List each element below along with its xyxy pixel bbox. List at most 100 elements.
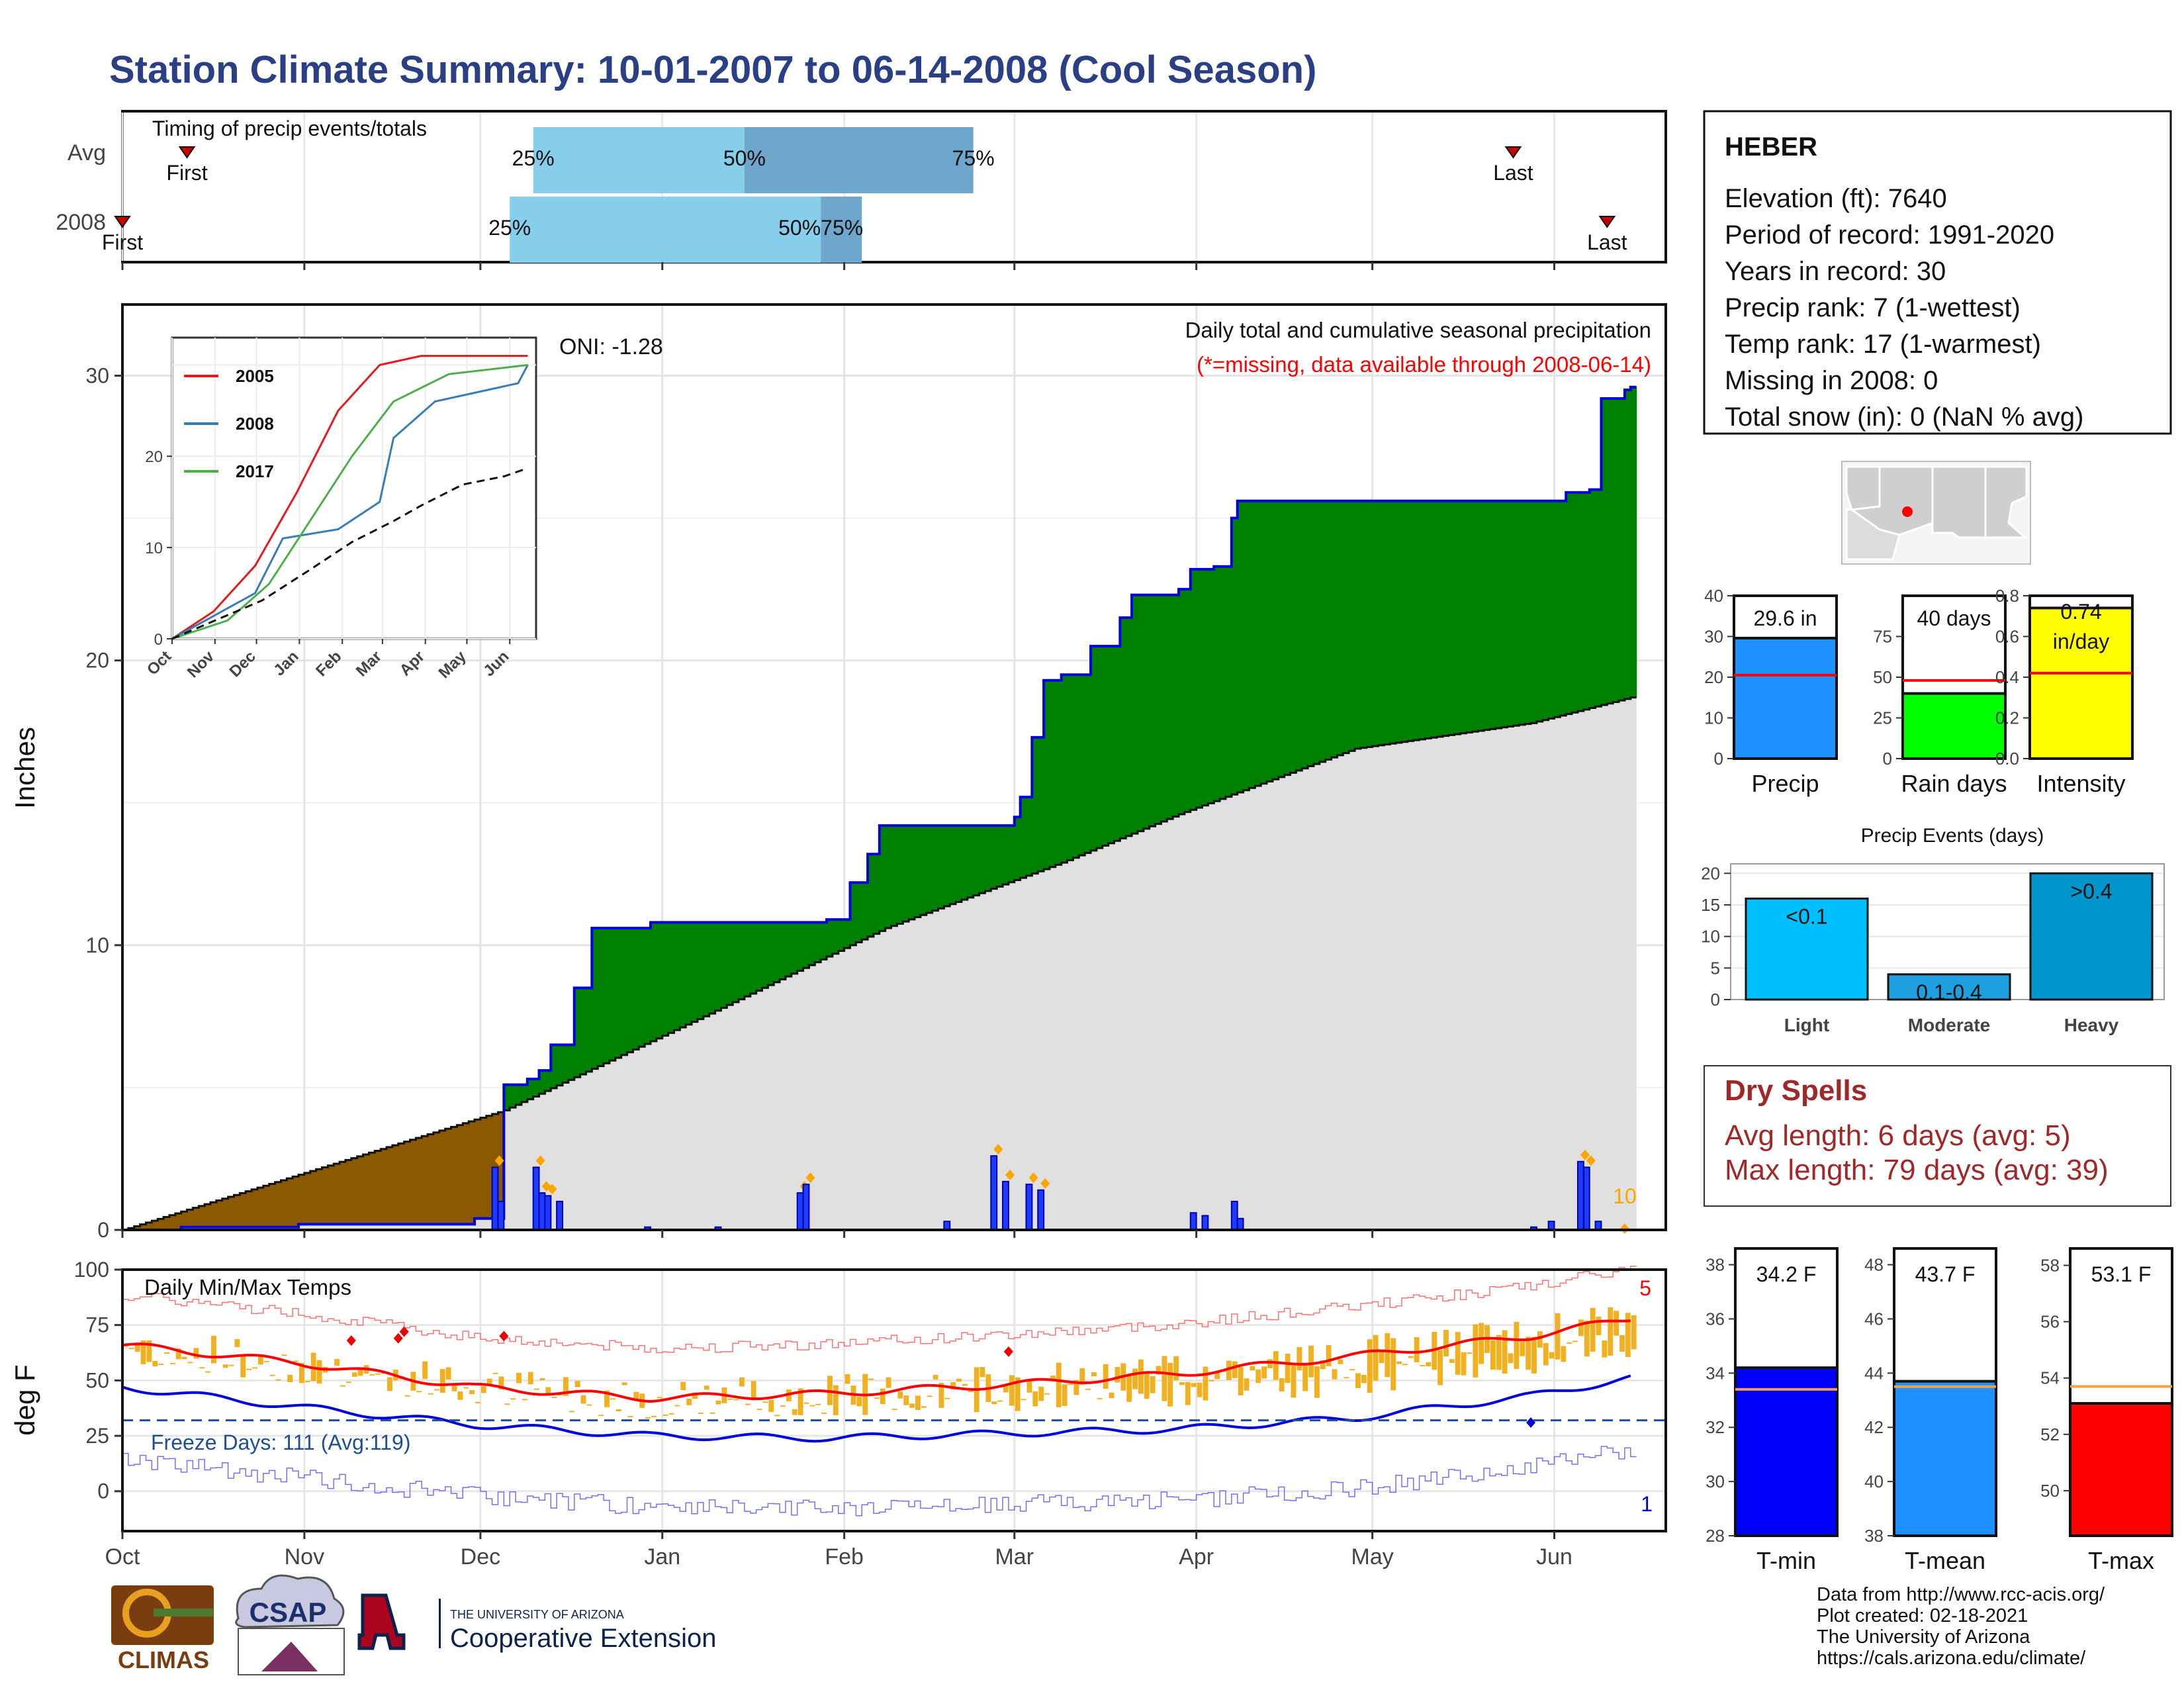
daily-temp-bar: [1250, 1366, 1255, 1371]
surplus-area: [903, 825, 909, 922]
ua-cooperative-extension-logo: THE UNIVERSITY OF ARIZONA Cooperative Ex…: [357, 1593, 716, 1653]
daily-temp-bar: [962, 1383, 968, 1386]
deficit-area: [175, 1213, 182, 1230]
stat-bar-label: Intensity: [2036, 770, 2125, 797]
deficit-area: [398, 1143, 405, 1225]
normal-max-line: [122, 1319, 1631, 1403]
surplus-area: [750, 922, 757, 994]
surplus-area: [1507, 500, 1514, 727]
events-y-tick-label: 5: [1711, 958, 1720, 978]
footer-line-4: https://cals.arizona.edu/climate/: [1817, 1648, 2086, 1669]
surplus-area: [516, 1084, 522, 1105]
daily-temp-bar: [938, 1382, 944, 1408]
surplus-area: [1061, 675, 1068, 863]
stat-y-tick-label: 0.4: [1995, 667, 2019, 687]
daily-temp-bar: [921, 1406, 927, 1408]
surplus-area: [639, 928, 645, 1047]
daily-temp-bar: [651, 1415, 657, 1417]
daily-temp-bar: [299, 1362, 304, 1383]
timing-first-marker: [114, 216, 131, 228]
surplus-area: [1225, 566, 1232, 797]
daily-temp-bar: [1531, 1336, 1537, 1374]
events-category-label: Moderate: [1908, 1015, 1990, 1035]
surplus-area: [967, 825, 974, 898]
record-high-marker: [346, 1335, 356, 1346]
daily-precip-bar: [1582, 1166, 1590, 1231]
surplus-area: [1184, 589, 1191, 812]
deficit-area: [498, 1112, 504, 1219]
daily-temp-bar: [809, 1405, 815, 1407]
daily-temp-bar: [1402, 1364, 1408, 1366]
surplus-area: [809, 922, 815, 965]
daily-temp-bar: [1567, 1342, 1572, 1344]
temp-stat-y-tick-label: 58: [2040, 1256, 2060, 1276]
stat-y-tick-label: 10: [1704, 708, 1723, 728]
surplus-area: [1319, 500, 1326, 762]
daily-temp-bar: [1455, 1332, 1461, 1375]
daily-temp-bar: [1461, 1352, 1467, 1376]
deficit-area: [216, 1200, 223, 1227]
surplus-area: [1120, 618, 1126, 839]
daily-temp-bar: [1414, 1336, 1420, 1363]
deficit-area: [469, 1121, 475, 1225]
surplus-area: [1366, 500, 1373, 747]
daily-temp-bar: [662, 1414, 668, 1416]
surplus-area: [768, 922, 774, 986]
daily-temp-bar: [1320, 1360, 1326, 1370]
temp-stat-label: T-min: [1756, 1547, 1816, 1574]
temp-stat-y-tick-label: 28: [1706, 1526, 1725, 1546]
daily-temp-bar: [522, 1399, 527, 1401]
daily-temp-bar: [756, 1409, 762, 1411]
inset-series-line: [171, 355, 528, 640]
daily-temp-bar: [475, 1401, 480, 1403]
surplus-area: [1003, 825, 1009, 885]
surplus-area: [1014, 817, 1021, 880]
average-cumulative-line: [122, 696, 1637, 1231]
dry-spells-avg: Avg length: 6 days (avg: 5): [1725, 1119, 2071, 1152]
daily-temp-bar: [404, 1395, 410, 1397]
daily-precip-bar: [1576, 1160, 1584, 1231]
surplus-area: [1583, 492, 1590, 710]
daily-temp-bar: [1150, 1376, 1156, 1393]
daily-rank-marker: [1580, 1149, 1590, 1160]
daily-temp-bar: [1349, 1369, 1355, 1371]
daily-precip-bar: [802, 1184, 810, 1231]
stat-bar-label: Precip: [1751, 770, 1819, 797]
inset-legend-label: 2005: [236, 366, 274, 386]
main-y-tick-label: 30: [85, 364, 109, 388]
daily-rank-marker: [1040, 1178, 1050, 1189]
daily-temp-bar: [950, 1382, 956, 1390]
inset-y-tick-label: 0: [154, 631, 163, 649]
temp-x-tick-label: Mar: [995, 1544, 1034, 1570]
deficit-area: [134, 1226, 141, 1230]
surplus-area: [727, 922, 733, 1006]
daily-temp-bar: [1167, 1362, 1173, 1407]
surplus-area: [756, 922, 763, 991]
temp-max-rank: 5: [1639, 1276, 1651, 1300]
daily-temp-bar: [1267, 1359, 1273, 1368]
daily-temp-bar: [287, 1374, 293, 1383]
surplus-area: [1044, 680, 1050, 869]
daily-temp-bar: [1437, 1350, 1443, 1385]
daily-temp-bar: [792, 1409, 797, 1415]
surplus-area: [1619, 398, 1625, 701]
daily-temp-bar: [304, 1381, 310, 1383]
events-y-tick-label: 10: [1701, 927, 1720, 947]
station-info-box: HEBER Elevation (ft): 7640 Period of reco…: [1703, 110, 2172, 435]
surplus-area: [1589, 489, 1596, 708]
surplus-area: [944, 825, 950, 907]
daily-temp-bar: [1226, 1360, 1232, 1380]
daily-temp-bar: [1073, 1380, 1079, 1395]
deficit-area: [351, 1158, 358, 1225]
station-info-line: Missing in 2008: 0: [1725, 366, 1938, 395]
surplus-area: [785, 922, 792, 977]
record-high-marker: [499, 1331, 509, 1342]
daily-temp-bar: [1050, 1376, 1056, 1380]
surplus-area: [1501, 500, 1508, 727]
daily-temp-bar: [1479, 1323, 1484, 1364]
surplus-area: [1073, 675, 1079, 858]
surplus-area: [615, 928, 622, 1058]
temp-stat-bar: [1734, 1366, 1839, 1537]
daily-rank-marker: [535, 1155, 545, 1166]
